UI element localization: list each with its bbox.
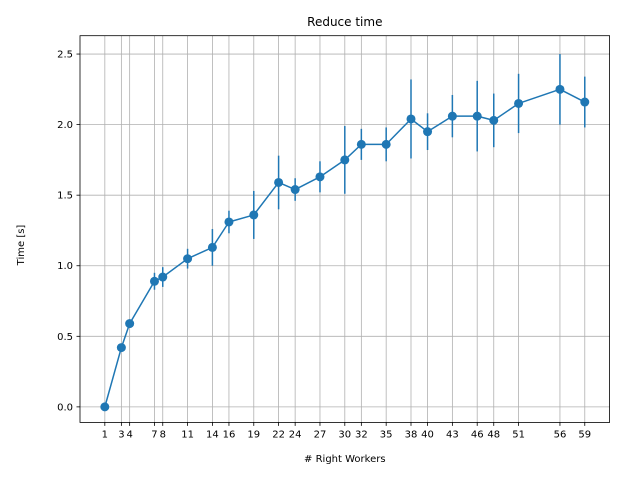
data-point — [381, 139, 391, 149]
data-point — [224, 217, 234, 227]
x-tick-label: 7 — [151, 429, 157, 440]
data-points — [100, 84, 590, 412]
data-point — [447, 111, 457, 121]
data-point — [580, 97, 590, 107]
x-tick-label: 1 — [102, 429, 108, 440]
data-point — [100, 402, 110, 412]
y-tick-label: 0.5 — [57, 332, 73, 343]
x-tick-label: 16 — [223, 429, 236, 440]
x-tick-label: 14 — [206, 429, 219, 440]
x-tick-label: 3 — [118, 429, 124, 440]
y-tick-label: 1.0 — [57, 261, 73, 272]
x-tick-label: 40 — [421, 429, 434, 440]
data-point — [207, 242, 217, 252]
data-point — [514, 98, 524, 108]
data-point — [290, 185, 300, 195]
data-point — [555, 84, 565, 94]
x-axis-label: # Right Workers — [304, 454, 386, 465]
data-point — [274, 177, 284, 187]
x-tick-label: 27 — [314, 429, 327, 440]
data-point — [472, 111, 482, 121]
chart-title: Reduce time — [307, 15, 382, 29]
data-point — [423, 127, 433, 137]
x-ticks: 1 3 4 7 8 11 14 16 19 22 24 27 30 32 35 38 40 43 46 48 51 56 5… — [102, 422, 591, 440]
x-tick-label: 8 — [160, 429, 166, 440]
x-tick-label: 4 — [126, 429, 132, 440]
data-point — [158, 272, 168, 282]
x-tick-label: 46 — [471, 429, 484, 440]
grid — [80, 35, 610, 423]
error-bars — [120, 54, 586, 351]
data-point — [249, 210, 259, 220]
data-point — [340, 155, 350, 165]
x-tick-label: 38 — [405, 429, 418, 440]
y-tick-label: 1.5 — [57, 191, 73, 202]
x-tick-label: 32 — [355, 429, 368, 440]
y-axis-label: Time [s] — [16, 225, 27, 267]
x-tick-label: 35 — [380, 429, 393, 440]
data-point — [183, 254, 193, 264]
x-tick-label: 22 — [272, 429, 285, 440]
x-tick-label: 51 — [512, 429, 525, 440]
data-point — [489, 115, 499, 125]
data-point — [406, 114, 416, 124]
y-tick-label: 2.0 — [57, 120, 73, 131]
y-tick-label: 0.0 — [57, 402, 73, 413]
x-tick-label: 30 — [338, 429, 351, 440]
data-point — [315, 172, 325, 182]
data-point — [125, 319, 135, 329]
data-point — [149, 276, 159, 286]
x-tick-label: 19 — [247, 429, 260, 440]
data-point — [356, 139, 366, 149]
x-tick-label: 56 — [554, 429, 567, 440]
x-tick-label: 24 — [289, 429, 302, 440]
x-tick-label: 59 — [578, 429, 591, 440]
x-tick-label: 43 — [446, 429, 459, 440]
x-tick-label: 11 — [181, 429, 194, 440]
x-tick-label: 48 — [487, 429, 500, 440]
y-tick-label: 2.5 — [57, 50, 73, 61]
data-point — [116, 343, 126, 353]
y-ticks: 0.0 0.5 1.0 1.5 2.0 2.5 — [57, 50, 80, 413]
